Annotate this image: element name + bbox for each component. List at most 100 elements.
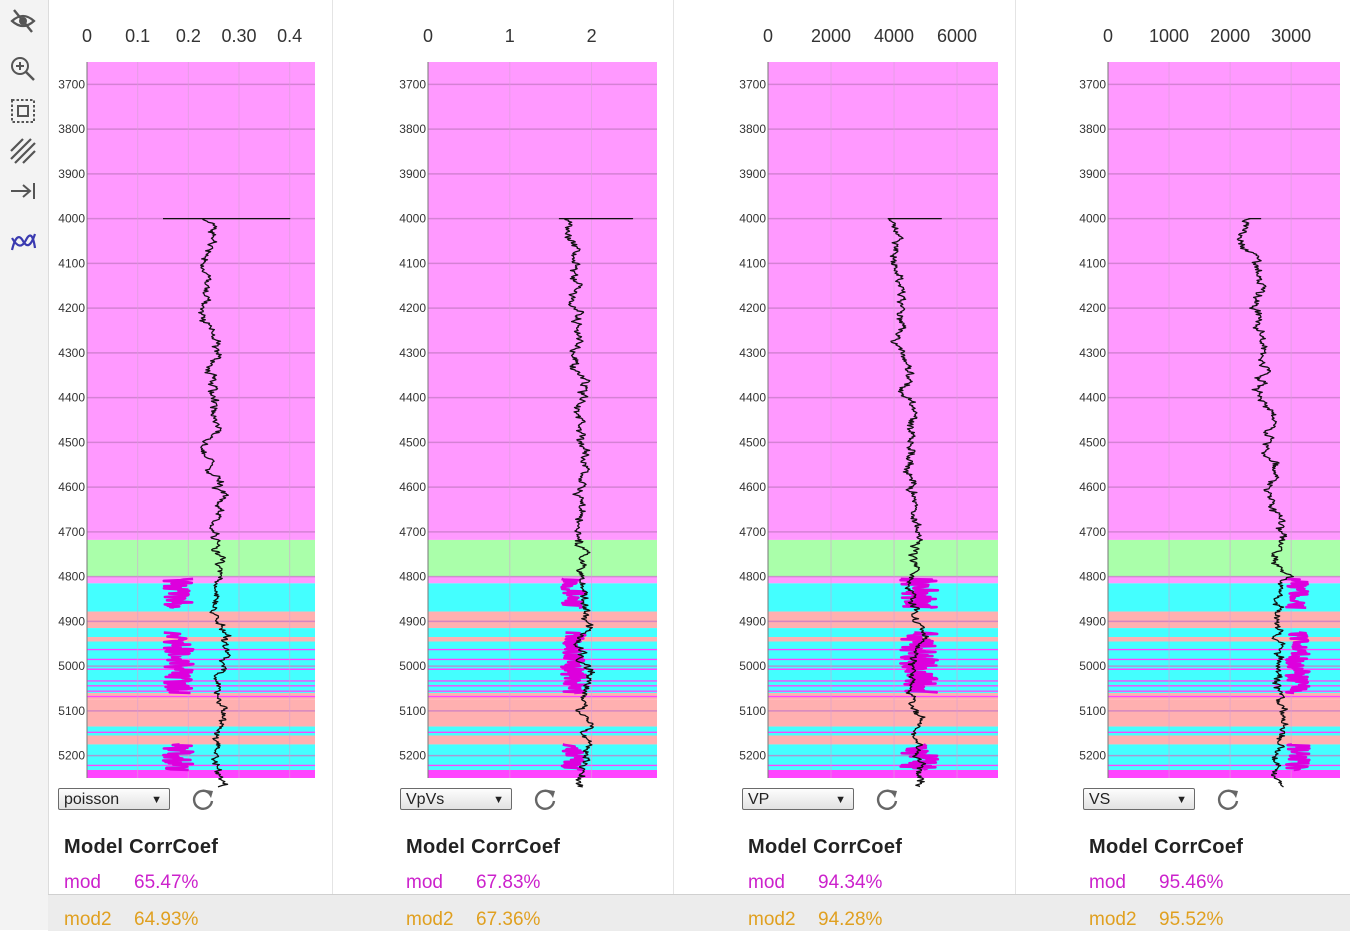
zone-band [1108, 769, 1340, 778]
depth-tick-label: 5200 [58, 749, 85, 763]
depth-tick-label: 5100 [739, 704, 766, 718]
zone-band [768, 769, 998, 778]
log-curve [163, 217, 291, 788]
mod2-value: 94.28% [818, 909, 883, 930]
depth-tick-label: 4400 [58, 391, 85, 405]
track-3: 3700 3800 3900 4000 4100 4200 4300 4400 4500 4600… [1079, 26, 1340, 788]
log-curve [558, 217, 634, 788]
model-curve [899, 631, 940, 694]
depth-tick-label: 4300 [1079, 346, 1106, 360]
x-tick-label: 1 [505, 26, 515, 46]
mod-value: 95.46% [1159, 872, 1224, 893]
x-tick-label: 3000 [1271, 26, 1311, 46]
depth-tick-label: 4200 [739, 301, 766, 315]
depth-tick-label: 4100 [1079, 256, 1106, 270]
mod2-label: mod2 [406, 909, 454, 930]
depth-tick-label: 4600 [1079, 480, 1106, 494]
zone-band [428, 735, 657, 745]
mod-label: mod [406, 872, 443, 893]
depth-tick-label: 4500 [1079, 435, 1106, 449]
curve-select[interactable]: VS ▼ [1083, 788, 1195, 810]
depth-tick-label: 5000 [1079, 659, 1106, 673]
bottom-strip [48, 894, 1350, 931]
zone-band [1108, 699, 1340, 727]
track-0: 3700 3800 3900 4000 4100 4200 4300 4400 4500 4600… [58, 26, 315, 788]
zone-band [428, 769, 657, 778]
model-curve [899, 577, 940, 609]
zone-band [768, 611, 998, 629]
depth-tick-label: 4400 [1079, 391, 1106, 405]
zone-band [428, 576, 657, 584]
x-tick-label: 2 [587, 26, 597, 46]
depth-tick-label: 4900 [58, 614, 85, 628]
x-tick-label: 4000 [874, 26, 914, 46]
depth-tick-label: 4200 [58, 301, 85, 315]
depth-tick-label: 5200 [1079, 749, 1106, 763]
zone-band [768, 62, 998, 540]
depth-tick-label: 4400 [739, 391, 766, 405]
x-tick-label: 0.1 [125, 26, 150, 46]
zone-band [428, 628, 657, 638]
zone-band [428, 726, 657, 736]
refresh-icon[interactable] [190, 787, 216, 813]
x-tick-label: 0.30 [221, 26, 256, 46]
depth-tick-label: 3800 [399, 122, 426, 136]
x-tick-label: 1000 [1149, 26, 1189, 46]
model-curve [1284, 631, 1311, 695]
depth-tick-label: 4100 [399, 256, 426, 270]
x-tick-label: 0 [423, 26, 433, 46]
mod-value: 94.34% [818, 872, 883, 893]
depth-tick-label: 4600 [58, 480, 85, 494]
curve-select[interactable]: VpVs ▼ [400, 788, 512, 810]
log-curve [1236, 217, 1294, 788]
eye-slash-icon[interactable] [8, 6, 38, 36]
refresh-icon[interactable] [1215, 787, 1241, 813]
depth-tick-label: 3700 [58, 77, 85, 91]
curve-select[interactable]: VP ▼ [742, 788, 854, 810]
x-tick-label: 0 [82, 26, 92, 46]
depth-tick-label: 5100 [58, 704, 85, 718]
zone-band [87, 62, 315, 540]
zone-band [428, 637, 657, 642]
depth-tick-label: 4500 [739, 435, 766, 449]
model-curve [162, 631, 195, 695]
zone-band [1108, 611, 1340, 629]
zone-band [768, 699, 998, 727]
zone-band [428, 583, 657, 612]
stats-title: Model CorrCoef [748, 836, 903, 858]
hatch-icon[interactable] [8, 136, 38, 166]
depth-tick-label: 3700 [1079, 77, 1106, 91]
depth-tick-label: 3700 [399, 77, 426, 91]
zone-band [87, 699, 315, 727]
zoom-in-icon[interactable] [8, 54, 38, 84]
depth-tick-label: 4300 [399, 346, 426, 360]
refresh-icon[interactable] [532, 787, 558, 813]
depth-tick-label: 4900 [399, 614, 426, 628]
mod-label: mod [64, 872, 101, 893]
select-box-icon[interactable] [8, 96, 38, 126]
zone-band [1108, 576, 1340, 584]
mod2-value: 64.93% [134, 909, 199, 930]
depth-tick-label: 4500 [399, 435, 426, 449]
depth-tick-label: 4600 [399, 480, 426, 494]
left-toolbar [0, 0, 49, 930]
depth-tick-label: 5000 [399, 659, 426, 673]
depth-tick-label: 4200 [399, 301, 426, 315]
refresh-icon[interactable] [874, 787, 900, 813]
depth-tick-label: 4300 [739, 346, 766, 360]
zone-band [1108, 628, 1340, 638]
curve-icon[interactable] [8, 226, 38, 256]
depth-tick-label: 3900 [739, 167, 766, 181]
x-tick-label: 2000 [811, 26, 851, 46]
zone-band [87, 726, 315, 736]
curve-select[interactable]: poisson ▼ [58, 788, 170, 810]
depth-tick-label: 5000 [58, 659, 85, 673]
arrow-to-right-icon[interactable] [8, 176, 38, 206]
zone-band [87, 576, 315, 584]
zone-band [1108, 726, 1340, 736]
depth-tick-label: 4400 [399, 391, 426, 405]
depth-tick-label: 4800 [1079, 570, 1106, 584]
zone-band [87, 583, 315, 612]
zone-band [768, 583, 998, 612]
